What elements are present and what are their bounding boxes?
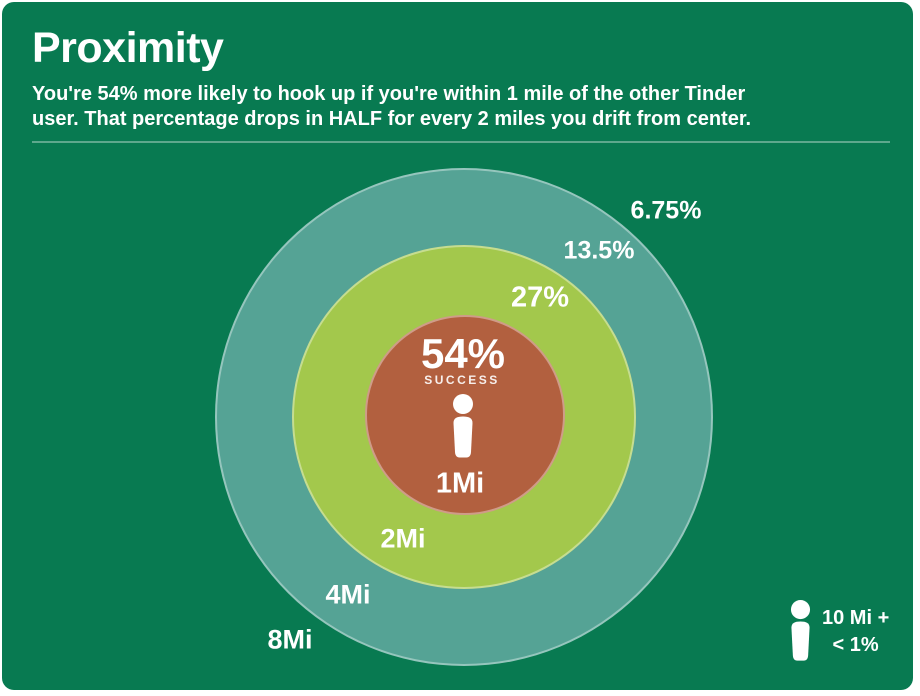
page-subtitle: You're 54% more likely to hook up if you… xyxy=(32,82,751,132)
legend-line-2: < 1% xyxy=(832,633,879,656)
ring-8mi-distance-label: 8Mi xyxy=(267,624,313,655)
legend-line-1: 10 Mi + xyxy=(822,606,890,629)
ring-1mi-circle xyxy=(365,315,565,515)
subtitle-line-1: You're 54% more likely to hook up if you… xyxy=(32,83,746,105)
infographic-card: Proximity You're 54% more likely to hook… xyxy=(2,2,913,690)
ring-4mi-distance-label: 4Mi xyxy=(325,579,371,610)
ring-1mi-percent-label: 54% xyxy=(420,330,506,377)
success-label: SUCCESS xyxy=(424,373,500,387)
ring-8mi-percent-label: 6.75% xyxy=(630,196,702,225)
legend-text: 10 Mi + < 1% xyxy=(822,605,889,659)
header-divider xyxy=(32,141,890,143)
subtitle-line-2: user. That percentage drops in HALF for … xyxy=(32,108,752,130)
person-icon xyxy=(788,600,813,663)
ring-4mi-percent-label: 13.5% xyxy=(563,236,635,265)
legend-10mi-plus: 10 Mi + < 1% xyxy=(788,600,889,663)
ring-1mi-distance-label: 1Mi xyxy=(435,467,485,500)
ring-2mi-distance-label: 2Mi xyxy=(380,523,426,554)
person-icon xyxy=(450,394,476,460)
ring-2mi-percent-label: 27% xyxy=(510,281,570,314)
page-title: Proximity xyxy=(32,24,224,72)
